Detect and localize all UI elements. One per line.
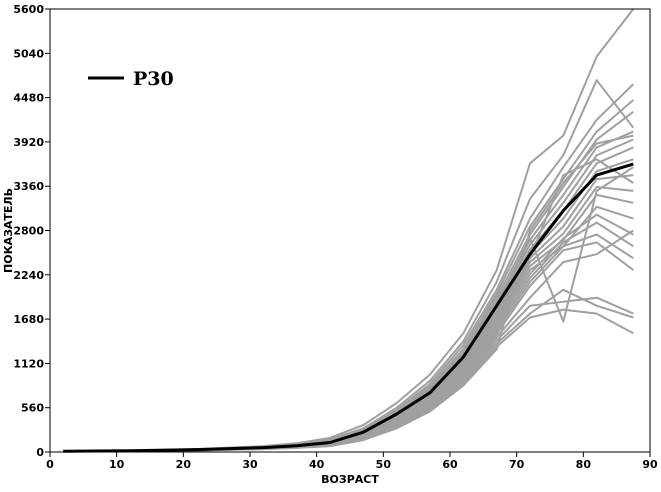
series-line [63,241,634,453]
series-line [63,134,634,453]
x-tick-label: 50 [376,458,392,471]
legend: P30 [88,68,174,90]
series-line [63,158,634,453]
series-line-p30 [63,162,634,453]
y-tick-label: 2800 [13,225,44,238]
series-line [63,99,634,453]
series-layer [63,8,635,453]
x-tick-label: 60 [442,458,458,471]
series-line [63,205,634,453]
y-tick-label: 560 [21,402,44,415]
y-axis-title: ПОКАЗАТЕЛЬ [2,188,15,273]
y-tick-label: 2240 [13,269,44,282]
series-line [63,186,634,453]
series-line [63,158,634,453]
y-tick-label: 3920 [13,136,44,149]
series-line [63,138,634,453]
y-tick-label: 4480 [13,92,44,105]
x-tick-label: 30 [242,458,258,471]
y-tick-label: 1680 [13,313,44,326]
x-axis-title: ВОЗРАСТ [321,473,379,486]
series-line [63,130,634,453]
series-line [63,213,634,453]
ticks: 0 10 20 30 40 50 60 70 80 90 0 560 1120 1680 2240 2800 3… [13,3,658,471]
legend-label-p30: P30 [133,68,174,90]
series-line [63,296,634,453]
series-line [63,146,634,453]
x-tick-label: 20 [176,458,192,471]
x-tick-label: 40 [309,458,325,471]
x-tick-label: 70 [509,458,525,471]
x-tick-label: 10 [109,458,125,471]
y-tick-label: 5040 [13,47,44,60]
x-tick-label: 80 [576,458,592,471]
y-tick-label: 5600 [13,3,44,16]
x-tick-label: 0 [46,458,54,471]
y-tick-label: 3360 [13,180,44,193]
y-tick-label: 0 [36,446,44,459]
y-tick-label: 1120 [13,357,44,370]
x-tick-label: 90 [642,458,658,471]
